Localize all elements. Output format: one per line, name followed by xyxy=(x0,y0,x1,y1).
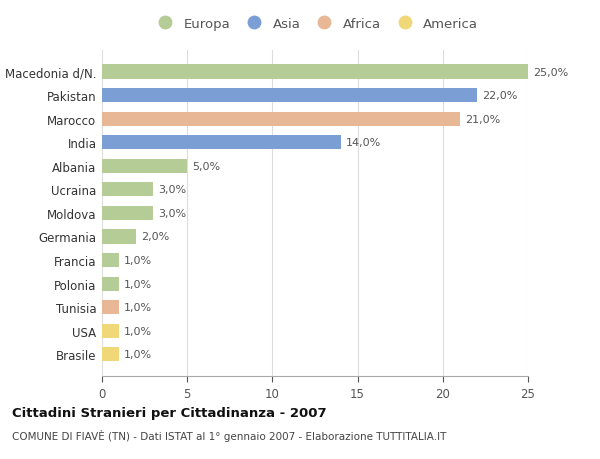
Text: 5,0%: 5,0% xyxy=(193,162,220,171)
Text: 1,0%: 1,0% xyxy=(124,302,152,313)
Bar xyxy=(102,207,153,220)
Text: 21,0%: 21,0% xyxy=(465,114,500,124)
Bar xyxy=(102,301,119,314)
Bar xyxy=(102,324,119,338)
Text: 1,0%: 1,0% xyxy=(124,256,152,265)
Text: 2,0%: 2,0% xyxy=(141,232,169,242)
Text: Cittadini Stranieri per Cittadinanza - 2007: Cittadini Stranieri per Cittadinanza - 2… xyxy=(12,406,326,419)
Text: 3,0%: 3,0% xyxy=(158,208,187,218)
Legend: Europa, Asia, Africa, America: Europa, Asia, Africa, America xyxy=(152,18,478,31)
Bar xyxy=(102,136,341,150)
Text: 3,0%: 3,0% xyxy=(158,185,187,195)
Bar xyxy=(102,183,153,197)
Bar xyxy=(102,89,477,103)
Text: 1,0%: 1,0% xyxy=(124,326,152,336)
Text: 1,0%: 1,0% xyxy=(124,349,152,359)
Text: 25,0%: 25,0% xyxy=(533,67,568,78)
Bar xyxy=(102,253,119,268)
Bar xyxy=(102,277,119,291)
Text: 1,0%: 1,0% xyxy=(124,279,152,289)
Bar xyxy=(102,65,528,79)
Bar xyxy=(102,347,119,362)
Bar xyxy=(102,159,187,174)
Text: 14,0%: 14,0% xyxy=(346,138,381,148)
Bar xyxy=(102,230,136,244)
Text: 22,0%: 22,0% xyxy=(482,91,517,101)
Bar xyxy=(102,112,460,126)
Text: COMUNE DI FIAVÈ (TN) - Dati ISTAT al 1° gennaio 2007 - Elaborazione TUTTITALIA.I: COMUNE DI FIAVÈ (TN) - Dati ISTAT al 1° … xyxy=(12,429,446,441)
